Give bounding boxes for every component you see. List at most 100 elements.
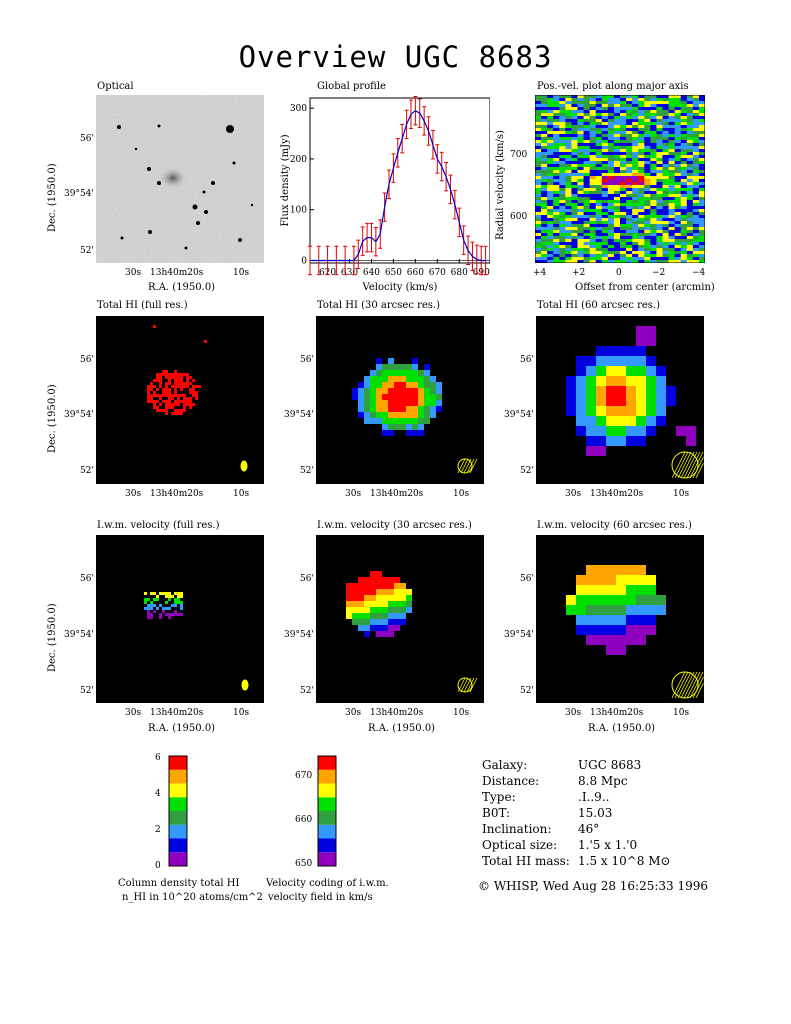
- pv-cell: [607, 242, 615, 246]
- pv-cell: [680, 233, 688, 237]
- pv-cell: [577, 191, 585, 195]
- pv-cell: [626, 155, 633, 159]
- pv-cell: [674, 236, 682, 240]
- pv-cell: [589, 182, 597, 186]
- pv-cell: [698, 101, 705, 105]
- pv-cell: [541, 107, 548, 111]
- map-pixel: [153, 379, 156, 382]
- pv-cell: [656, 143, 663, 147]
- colorbar-step: [318, 824, 336, 839]
- pv-cell: [626, 188, 633, 192]
- map-pixel: [156, 595, 159, 598]
- pv-cell: [680, 251, 688, 255]
- x-tick-label: 660: [407, 268, 424, 278]
- pv-cell: [680, 185, 688, 189]
- pv-cell: [589, 221, 597, 225]
- map-pixel: [162, 394, 165, 397]
- pv-cell: [583, 230, 591, 234]
- pv-cell: [571, 104, 578, 108]
- pv-cell: [626, 233, 633, 237]
- pv-cell: [698, 155, 705, 159]
- pv-cell: [668, 224, 676, 228]
- pv-cell: [577, 230, 585, 234]
- pv-cell: [698, 218, 705, 222]
- map-pixel: [174, 376, 177, 379]
- pv-cell: [668, 218, 676, 222]
- pv-cell: [674, 101, 682, 105]
- pv-cell: [656, 134, 663, 138]
- pv-cell: [632, 164, 639, 168]
- pv-cell: [698, 176, 705, 180]
- pv-cell: [541, 206, 548, 210]
- map-pixel: [156, 373, 159, 376]
- pv-cell: [565, 110, 572, 114]
- map-pixel: [606, 605, 616, 615]
- pv-cell: [668, 125, 676, 129]
- pv-cell: [644, 107, 651, 111]
- pv-cell: [571, 167, 578, 171]
- pv-cell: [559, 155, 566, 159]
- pv-cell: [565, 251, 572, 255]
- pv-cell: [686, 212, 694, 216]
- colorbar-step: [318, 797, 336, 811]
- map-pixel: [147, 397, 150, 400]
- pv-cell: [595, 242, 603, 246]
- pv-cell: [547, 176, 554, 180]
- pv-cell: [601, 257, 609, 261]
- vel-full-title: I.w.m. velocity (full res.): [97, 520, 220, 531]
- map-pixel: [406, 412, 412, 418]
- pv-cell: [589, 125, 597, 129]
- pv-cell: [674, 185, 682, 189]
- map-pixel: [180, 376, 183, 379]
- map-pixel: [186, 376, 189, 379]
- map-pixel: [153, 403, 156, 406]
- map-pixel: [576, 376, 586, 386]
- pv-cell: [553, 158, 560, 162]
- pv-cell: [626, 110, 633, 114]
- pv-cell: [571, 260, 578, 263]
- beam-hatch: [680, 451, 695, 479]
- map-pixel: [168, 391, 171, 394]
- pv-cell: [644, 95, 651, 99]
- dec-tick: 52': [80, 466, 94, 476]
- pv-cell: [668, 197, 676, 201]
- pv-cell: [583, 188, 591, 192]
- pv-cell: [589, 242, 597, 246]
- map-pixel: [406, 424, 412, 430]
- map-pixel: [204, 340, 207, 343]
- map-pixel: [394, 370, 400, 376]
- pv-cell: [565, 119, 572, 123]
- map-pixel: [596, 356, 606, 366]
- pv-cell: [583, 194, 591, 198]
- density-colorbar-caption: Column density total HI: [118, 878, 240, 889]
- pv-cell: [589, 245, 597, 249]
- pv-cell: [589, 260, 597, 263]
- pv-cell: [607, 245, 615, 249]
- pv-cell: [650, 248, 657, 252]
- pv-cell: [607, 143, 615, 147]
- pv-cell: [613, 119, 621, 123]
- map-pixel: [606, 625, 616, 635]
- map-pixel: [424, 406, 430, 412]
- pv-cell: [668, 233, 676, 237]
- pv-cell: [607, 191, 615, 195]
- pv-cell: [626, 122, 633, 126]
- map-pixel: [156, 598, 159, 601]
- pv-cell: [668, 107, 676, 111]
- pv-cell: [650, 101, 657, 105]
- pv-cell: [650, 143, 657, 147]
- pv-cell: [692, 134, 700, 138]
- pv-cell: [559, 137, 566, 141]
- map-pixel: [596, 615, 606, 625]
- pv-cell: [589, 176, 597, 180]
- pv-cell: [680, 188, 688, 192]
- beam-hatch: [695, 461, 704, 479]
- pv-cell: [571, 257, 578, 261]
- pv-cell: [644, 197, 651, 201]
- pv-cell: [656, 206, 663, 210]
- pv-cell: [662, 239, 670, 243]
- pv-cell: [535, 206, 542, 210]
- pv-cell: [626, 167, 633, 171]
- map-pixel: [376, 412, 382, 418]
- pv-cell: [535, 146, 542, 150]
